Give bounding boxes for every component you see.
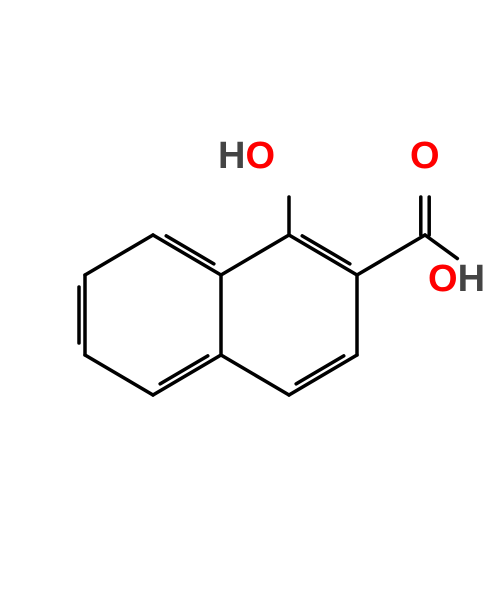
atom-label: O <box>410 135 440 178</box>
atom-label: HO <box>218 135 275 178</box>
molecule-svg <box>0 0 500 600</box>
atom-label: OH <box>428 258 485 301</box>
